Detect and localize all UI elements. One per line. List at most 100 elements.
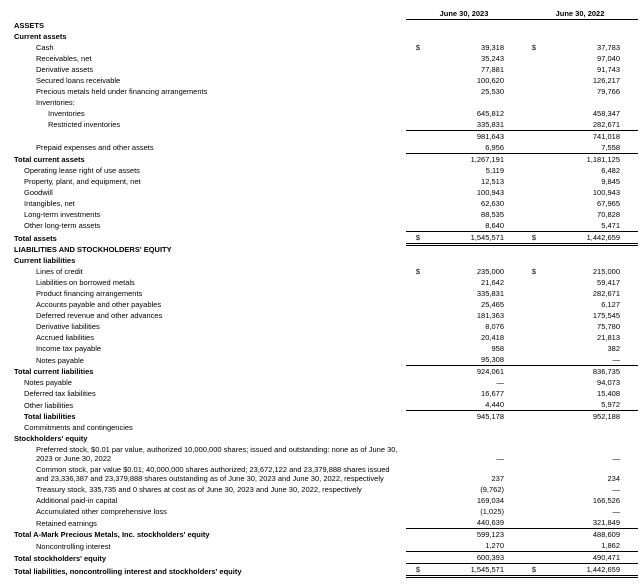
value-col1: 100,943 xyxy=(422,187,522,198)
table-row: Total current liabilities924,061836,735 xyxy=(12,366,638,378)
currency-symbol: $ xyxy=(406,266,422,277)
currency-symbol xyxy=(406,310,422,321)
value-col1 xyxy=(422,20,522,31)
value-col1: 181,363 xyxy=(422,310,522,321)
value-col2 xyxy=(538,255,638,266)
table-row: Prepaid expenses and other assets6,9567,… xyxy=(12,142,638,154)
value-col2 xyxy=(538,20,638,31)
currency-symbol xyxy=(406,165,422,176)
currency-symbol xyxy=(522,332,538,343)
currency-symbol xyxy=(522,53,538,64)
value-col1: 600,393 xyxy=(422,552,522,564)
currency-symbol xyxy=(406,288,422,299)
currency-symbol xyxy=(522,354,538,366)
currency-symbol xyxy=(522,506,538,517)
row-label: Retained earnings xyxy=(12,517,406,529)
value-col1 xyxy=(422,97,522,108)
value-col2: 97,040 xyxy=(538,53,638,64)
table-row: Inventories: xyxy=(12,97,638,108)
currency-symbol xyxy=(522,220,538,232)
row-label: Property, plant, and equipment, net xyxy=(12,176,406,187)
row-label: Product financing arrangements xyxy=(12,288,406,299)
currency-symbol xyxy=(522,444,538,464)
row-label: Receivables, net xyxy=(12,53,406,64)
currency-symbol xyxy=(522,244,538,255)
value-col1: 35,243 xyxy=(422,53,522,64)
value-col1: 1,545,571 xyxy=(422,231,522,244)
row-label: Other liabilities xyxy=(12,399,406,411)
table-row: Total liabilities, noncontrolling intere… xyxy=(12,564,638,577)
currency-symbol xyxy=(522,552,538,564)
table-row: Total liabilities945,178952,188 xyxy=(12,411,638,423)
currency-symbol xyxy=(406,277,422,288)
value-col1: 25,530 xyxy=(422,86,522,97)
table-row: Current liabilities xyxy=(12,255,638,266)
table-row: Goodwill 100,943 100,943 xyxy=(12,187,638,198)
value-col1: — xyxy=(422,377,522,388)
value-col2: 100,943 xyxy=(538,187,638,198)
row-label: Liabilities on borrowed metals xyxy=(12,277,406,288)
value-col2: 1,442,659 xyxy=(538,231,638,244)
currency-symbol xyxy=(406,209,422,220)
row-label: Goodwill xyxy=(12,187,406,198)
value-col2: 79,766 xyxy=(538,86,638,97)
row-label: Secured loans receivable xyxy=(12,75,406,86)
table-row: Other long-term assets8,6405,471 xyxy=(12,220,638,232)
row-label: Current liabilities xyxy=(12,255,406,266)
value-col2: 282,671 xyxy=(538,288,638,299)
value-col1: 5,119 xyxy=(422,165,522,176)
value-col2: 21,813 xyxy=(538,332,638,343)
value-col2: 490,471 xyxy=(538,552,638,564)
currency-symbol xyxy=(522,142,538,154)
currency-symbol xyxy=(522,108,538,119)
table-row: Total current assets1,267,1911,181,125 xyxy=(12,153,638,165)
table-row: Lines of credit$235,000$215,000 xyxy=(12,266,638,277)
row-label: Preferred stock, $0.01 par value, author… xyxy=(12,444,406,464)
currency-symbol xyxy=(522,165,538,176)
value-col1: (9,762) xyxy=(422,484,522,495)
table-row: LIABILITIES AND STOCKHOLDERS' EQUITY xyxy=(12,244,638,255)
value-col1: (1,025) xyxy=(422,506,522,517)
value-col2: 175,545 xyxy=(538,310,638,321)
currency-symbol xyxy=(406,354,422,366)
row-label: Inventories xyxy=(12,108,406,119)
value-col2 xyxy=(538,433,638,444)
value-col2: 7,558 xyxy=(538,142,638,154)
header-row: June 30, 2023 June 30, 2022 xyxy=(12,8,638,20)
currency-symbol xyxy=(406,366,422,378)
currency-symbol xyxy=(522,495,538,506)
currency-symbol xyxy=(406,153,422,165)
row-label: Current assets xyxy=(12,31,406,42)
value-col2: 67,965 xyxy=(538,198,638,209)
row-label: Notes payable xyxy=(12,354,406,366)
value-col1: 599,123 xyxy=(422,529,522,541)
currency-symbol xyxy=(522,343,538,354)
currency-symbol xyxy=(522,517,538,529)
header-col2: June 30, 2022 xyxy=(538,8,638,20)
currency-symbol xyxy=(406,464,422,484)
currency-symbol xyxy=(406,332,422,343)
value-col1: 945,178 xyxy=(422,411,522,423)
value-col2: 952,188 xyxy=(538,411,638,423)
table-row: Commitments and contingencies xyxy=(12,422,638,433)
row-label: Derivative assets xyxy=(12,64,406,75)
table-row: Receivables, net 35,243 97,040 xyxy=(12,53,638,64)
table-row: Derivative liabilities8,07675,780 xyxy=(12,321,638,332)
value-col2: 282,671 xyxy=(538,119,638,131)
currency-symbol: $ xyxy=(522,266,538,277)
row-label xyxy=(12,130,406,142)
row-label: Derivative liabilities xyxy=(12,321,406,332)
value-col2 xyxy=(538,422,638,433)
table-row: Total A-Mark Precious Metals, Inc. stock… xyxy=(12,529,638,541)
currency-symbol xyxy=(406,187,422,198)
value-col2: 5,471 xyxy=(538,220,638,232)
table-row: Deferred revenue and other advances181,3… xyxy=(12,310,638,321)
currency-symbol xyxy=(406,255,422,266)
table-row: Cash$39,318$37,783 xyxy=(12,42,638,53)
currency-symbol xyxy=(522,153,538,165)
value-col2 xyxy=(538,97,638,108)
balance-sheet-table: June 30, 2023 June 30, 2022 ASSETSCurren… xyxy=(12,8,638,578)
value-col1: 237 xyxy=(422,464,522,484)
value-col2: 1,442,659 xyxy=(538,564,638,577)
value-col2: 458,347 xyxy=(538,108,638,119)
